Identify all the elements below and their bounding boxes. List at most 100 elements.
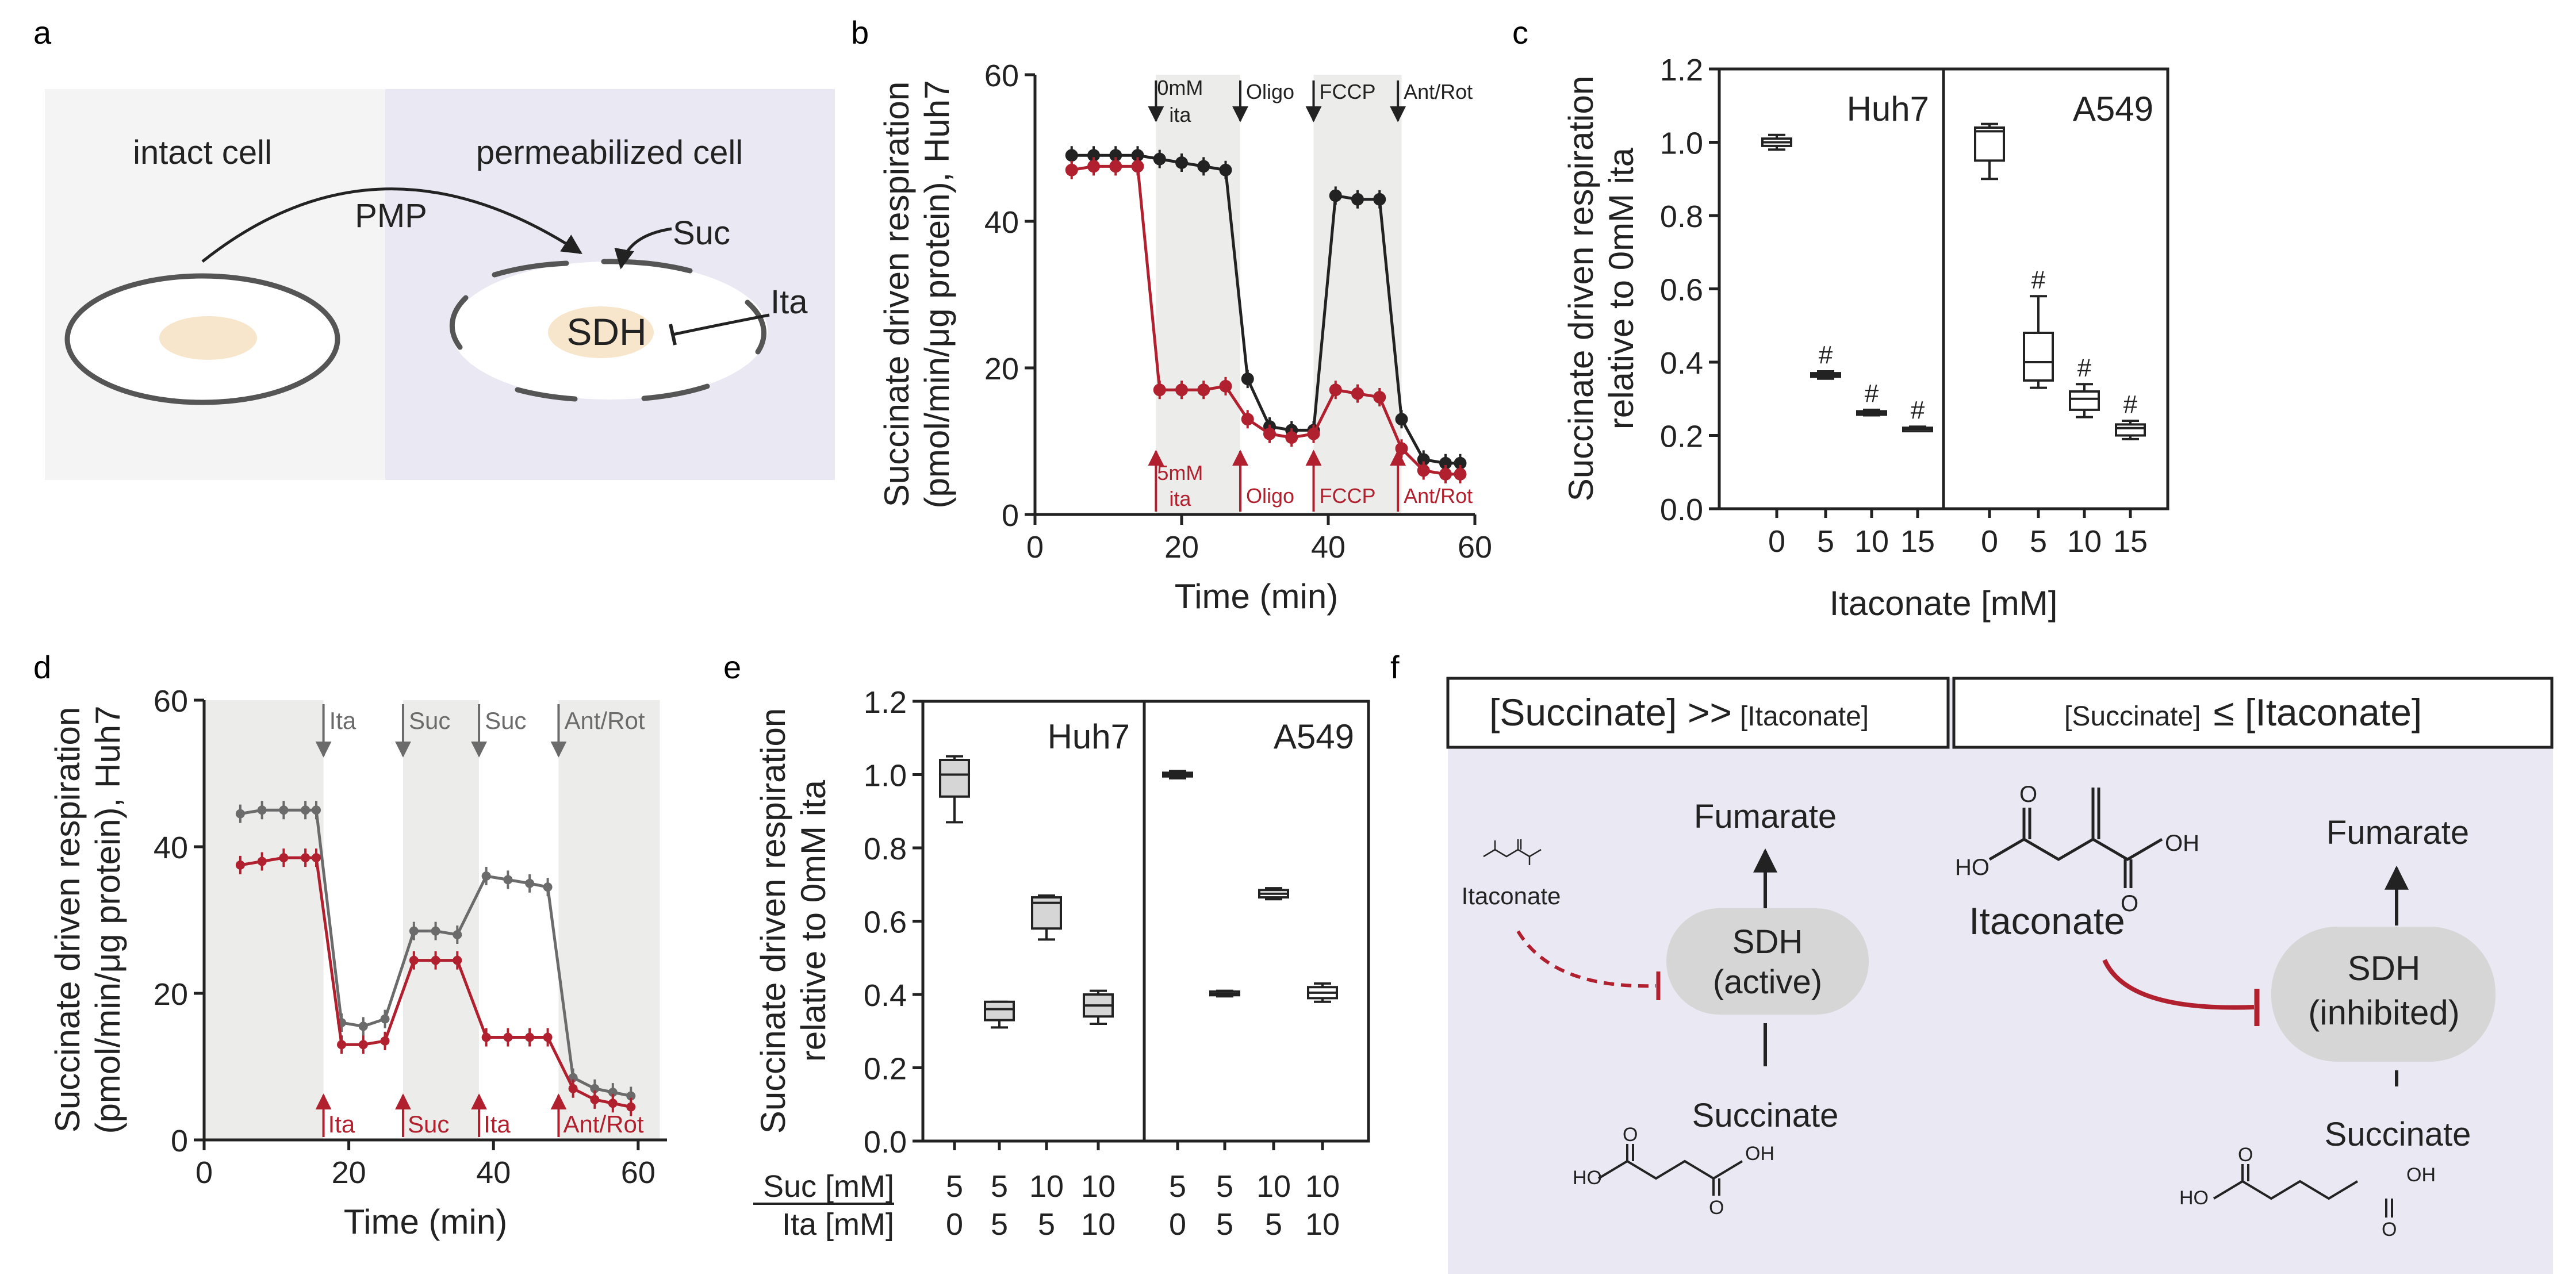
d-point <box>380 1036 390 1046</box>
e-ytick-label-0.0: 0.0 <box>864 1125 907 1159</box>
d-point <box>312 805 321 815</box>
b-top-label-2: FCCP <box>1320 80 1376 103</box>
e-ita-value: 5 <box>1216 1207 1233 1242</box>
f-left-fumarate: Fumarate <box>1694 798 1837 835</box>
e-ita-value: 5 <box>991 1207 1008 1242</box>
d-point <box>481 871 491 881</box>
b-xlabel: Time (min) <box>1175 577 1338 616</box>
panel-label-f: f <box>1390 649 1400 685</box>
f-right-inhibited: (inhibited) <box>2308 993 2459 1032</box>
b-point <box>1109 149 1122 162</box>
f-right-ita-oh: OH <box>2165 831 2199 856</box>
c-xtick-label: 10 <box>2067 524 2102 559</box>
d-point <box>543 882 553 892</box>
f-right-sdh: SDH <box>2348 949 2421 988</box>
d-point <box>453 930 462 939</box>
d-point <box>409 955 419 965</box>
e-suc-value: 5 <box>991 1169 1008 1204</box>
d-point <box>431 955 440 965</box>
c-significance-mark: # <box>2077 354 2092 382</box>
b-ytick-label-0: 0 <box>1002 498 1019 533</box>
e-ytick-label-0.4: 0.4 <box>864 978 907 1013</box>
d-point <box>481 1032 491 1042</box>
suc-arrow <box>614 227 672 270</box>
d-point <box>431 926 440 936</box>
d-bottom-label-1: Suc <box>408 1111 449 1138</box>
panel-label-d: d <box>33 649 51 685</box>
e-ytick-label-0.6: 0.6 <box>864 905 907 940</box>
b-bottom-label-1: Oligo <box>1246 484 1294 508</box>
c-significance-mark: # <box>2031 266 2046 294</box>
f-left-succ-ho: HO <box>1573 1167 1602 1189</box>
d-top-label-3: Ant/Rot <box>564 707 645 734</box>
panel-b: 0 20 40 60 0 20 40 60 Succinate driven respirat… <box>877 59 1492 616</box>
b-xtick-label-20: 20 <box>1164 530 1199 564</box>
b-point <box>1153 152 1166 166</box>
d-top-label-0: Ita <box>329 707 356 734</box>
b-ylabel-2: (pmol/min/μg protein), Huh7 <box>918 80 956 509</box>
b-point <box>1351 193 1364 206</box>
d-bottom-label-2: Ita <box>484 1111 511 1138</box>
d-point <box>257 857 267 866</box>
e-box <box>984 1000 1015 1021</box>
f-left-sdh-box <box>1666 908 1869 1015</box>
e-ita-value: 10 <box>1305 1207 1340 1242</box>
e-suc-value: 10 <box>1256 1169 1291 1204</box>
e-ita-value: 10 <box>1081 1207 1116 1242</box>
d-point <box>626 1091 636 1101</box>
b-point <box>1417 464 1430 477</box>
b-point <box>1087 149 1100 162</box>
d-point <box>279 805 289 815</box>
b-shaded-interval-0 <box>1156 75 1240 514</box>
ita-inhibit-bar <box>669 324 677 345</box>
c-ylabel-1: Succinate driven respiration <box>1562 76 1600 501</box>
permeabilized-cell-title: permeabilized cell <box>476 134 743 171</box>
b-point <box>1087 160 1100 173</box>
b-point <box>1307 427 1320 440</box>
d-point <box>380 1014 390 1024</box>
b-top-label-0-2: ita <box>1169 103 1191 126</box>
b-point <box>1175 156 1188 169</box>
ita-label-a: Ita <box>770 283 808 321</box>
f-right-ita-o1: O <box>2019 782 2037 807</box>
d-point <box>337 1040 347 1050</box>
d-point <box>453 955 462 965</box>
sdh-label-a: SDH <box>566 310 646 353</box>
b-point <box>1197 383 1210 397</box>
e-suc-value: 10 <box>1081 1169 1116 1204</box>
d-point <box>543 1032 553 1042</box>
b-point <box>1109 160 1122 173</box>
c-ytick-label-0.0: 0.0 <box>1660 493 1703 527</box>
panel-d: 0 20 40 60 0 20 40 60 Succinate driven respirat… <box>48 684 667 1241</box>
b-point <box>1439 467 1452 481</box>
c-significance-mark: # <box>2123 390 2138 418</box>
b-top-label-1: Oligo <box>1246 80 1294 103</box>
c-xlabel: Itaconate [mM] <box>1830 584 2058 623</box>
pmp-arrow <box>201 187 582 263</box>
b-point <box>1329 189 1342 202</box>
f-right-header-small: [Succinate] <box>2064 701 2201 732</box>
c-box <box>2023 332 2054 382</box>
b-bottom-label-3: Ant/Rot <box>1404 484 1473 508</box>
d-point <box>358 1021 368 1031</box>
c-xtick-label: 15 <box>2113 524 2148 559</box>
c-ytick-label-0.6: 0.6 <box>1660 273 1703 308</box>
d-shaded-interval-0 <box>204 700 324 1140</box>
e-ita-value: 5 <box>1038 1207 1055 1242</box>
e-suc-row-label: Suc [mM] <box>763 1169 894 1204</box>
f-left-succ-o1: O <box>1623 1124 1638 1146</box>
b-point <box>1065 149 1078 162</box>
e-ita-value: 0 <box>946 1207 963 1242</box>
panel-label-c: c <box>1512 14 1528 51</box>
b-point <box>1373 193 1386 206</box>
b-point <box>1241 372 1254 386</box>
f-right-inhibit-arrow <box>2102 959 2255 1010</box>
e-ita-value: 5 <box>1265 1207 1282 1242</box>
d-point <box>525 1032 535 1042</box>
c-xtick-label: 10 <box>1854 524 1889 559</box>
e-ytick-label-1.2: 1.2 <box>864 685 907 720</box>
panel-label-e: e <box>723 649 741 685</box>
f-right-succ-ho: HO <box>2179 1187 2209 1209</box>
f-left-header-small: [Itaconate] <box>1740 701 1869 732</box>
panel-a: intact cell permeabilized cell SDH PMP S… <box>45 89 835 480</box>
